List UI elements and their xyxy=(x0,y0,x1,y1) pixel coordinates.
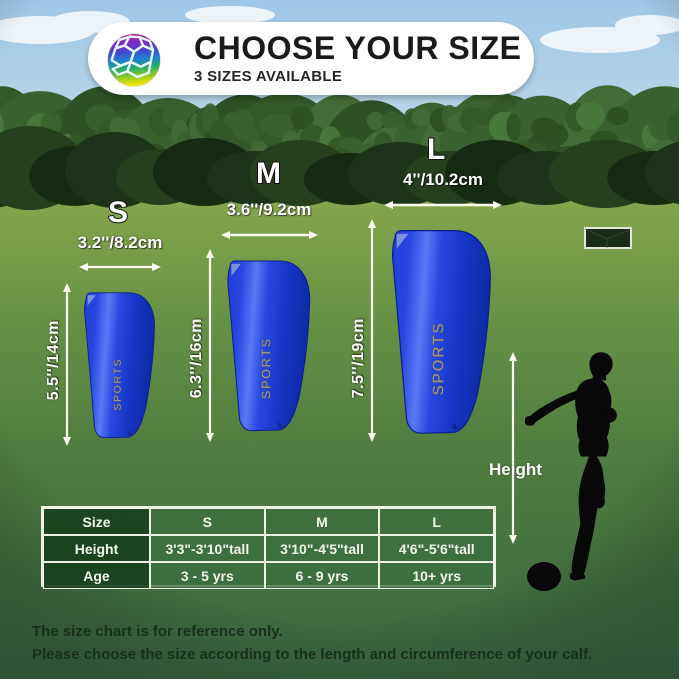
svg-text:SPORTS: SPORTS xyxy=(431,322,448,396)
svg-text:SPORTS: SPORTS xyxy=(112,358,124,411)
svg-text:SPORTS: SPORTS xyxy=(259,337,274,399)
